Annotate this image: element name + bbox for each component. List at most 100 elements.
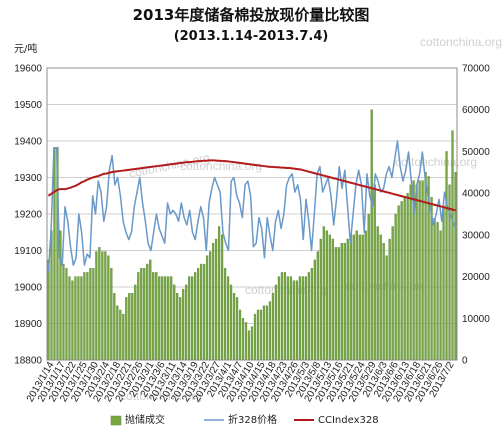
bar	[331, 238, 334, 361]
bar	[113, 293, 116, 361]
bar	[125, 297, 128, 361]
bar	[95, 251, 98, 361]
watermark-text: cottonchina.org	[120, 389, 202, 403]
bar	[454, 172, 457, 361]
bar	[47, 259, 50, 361]
bar	[220, 234, 224, 361]
bar	[301, 276, 305, 361]
bar	[71, 280, 74, 361]
bar	[433, 217, 436, 361]
bar-series	[47, 109, 457, 361]
bar	[337, 247, 340, 361]
bar	[355, 230, 358, 361]
bar	[247, 330, 251, 361]
y-right-tick-label: 0	[462, 356, 468, 367]
bar	[146, 263, 149, 361]
bar	[313, 259, 316, 361]
index-line	[47, 159, 456, 212]
bar	[167, 276, 170, 361]
bar	[289, 276, 293, 361]
bar	[182, 288, 185, 361]
bar	[367, 213, 370, 361]
bar	[223, 268, 227, 361]
bar	[415, 184, 418, 361]
bar	[92, 268, 95, 361]
bar	[185, 284, 188, 361]
bar	[292, 280, 296, 361]
bar	[50, 230, 53, 361]
bar	[394, 213, 397, 361]
y-right-tick-label: 70000	[462, 64, 490, 75]
bar	[104, 251, 107, 361]
bar	[403, 197, 406, 361]
bar	[62, 263, 65, 361]
bar	[328, 234, 331, 361]
bar	[65, 268, 68, 361]
bar	[238, 309, 242, 361]
price-line	[47, 140, 457, 273]
bar	[256, 309, 260, 361]
bar	[259, 309, 263, 361]
bar	[211, 242, 215, 361]
bar	[86, 272, 89, 361]
bar	[208, 251, 212, 361]
bar	[119, 309, 122, 361]
bar	[128, 293, 131, 361]
bar	[310, 268, 313, 361]
bar	[298, 276, 302, 361]
legend-label: 抛储成交	[125, 413, 165, 426]
bar	[322, 226, 325, 361]
bar	[295, 280, 299, 361]
bar	[188, 276, 191, 361]
bar	[173, 284, 176, 361]
bar	[445, 151, 448, 361]
bar	[137, 272, 140, 361]
watermark-text: cottonchina.org	[420, 35, 502, 49]
bar	[122, 313, 125, 361]
bar	[397, 205, 400, 361]
y-right-ticks: 0 10000 20000 30000 40000 50000 60000 70000	[462, 64, 490, 367]
bar	[80, 276, 83, 361]
legend: 抛储成交 折328价格 CCIndex328	[110, 413, 379, 426]
plot-border	[46, 67, 458, 361]
bar	[152, 272, 155, 361]
bar	[340, 242, 343, 361]
bar	[271, 293, 275, 361]
bar	[376, 226, 379, 361]
bar	[83, 272, 86, 361]
bar	[451, 130, 454, 361]
bar	[436, 222, 439, 361]
bar	[274, 284, 278, 361]
y-left-tick-label: 19000	[14, 283, 42, 294]
y-left-tick-label: 18800	[14, 356, 42, 367]
bar	[53, 147, 56, 361]
bar	[409, 184, 412, 361]
y-left-ticks: 18800 18900 19000 19100 19200 19300 19400 19500…	[14, 64, 42, 367]
bar	[286, 276, 290, 361]
chart-title: 2013年度储备棉投放现价量比较图	[133, 6, 370, 24]
bar	[250, 326, 254, 361]
bar	[77, 276, 80, 361]
y-left-tick-label: 19500	[14, 100, 42, 111]
bar	[131, 293, 134, 361]
bar	[232, 293, 236, 361]
bar	[442, 205, 445, 361]
bar	[226, 276, 230, 361]
bar	[194, 272, 197, 361]
x-ticks: 2013/1/142013/1/172013/1/222013/1/252013…	[25, 360, 457, 404]
bar	[283, 272, 287, 361]
bar	[418, 180, 421, 361]
bar	[334, 247, 337, 361]
bar	[316, 251, 319, 361]
left-axis-unit: 元/吨	[14, 42, 37, 55]
bar	[424, 172, 427, 361]
bar	[439, 230, 442, 361]
bar	[391, 226, 394, 361]
bar	[361, 234, 364, 361]
y-right-tick-label: 60000	[462, 105, 490, 116]
y-left-tick-label: 19300	[14, 173, 42, 184]
bar	[379, 234, 382, 361]
bar	[244, 322, 248, 361]
legend-swatch-bar	[110, 415, 122, 426]
